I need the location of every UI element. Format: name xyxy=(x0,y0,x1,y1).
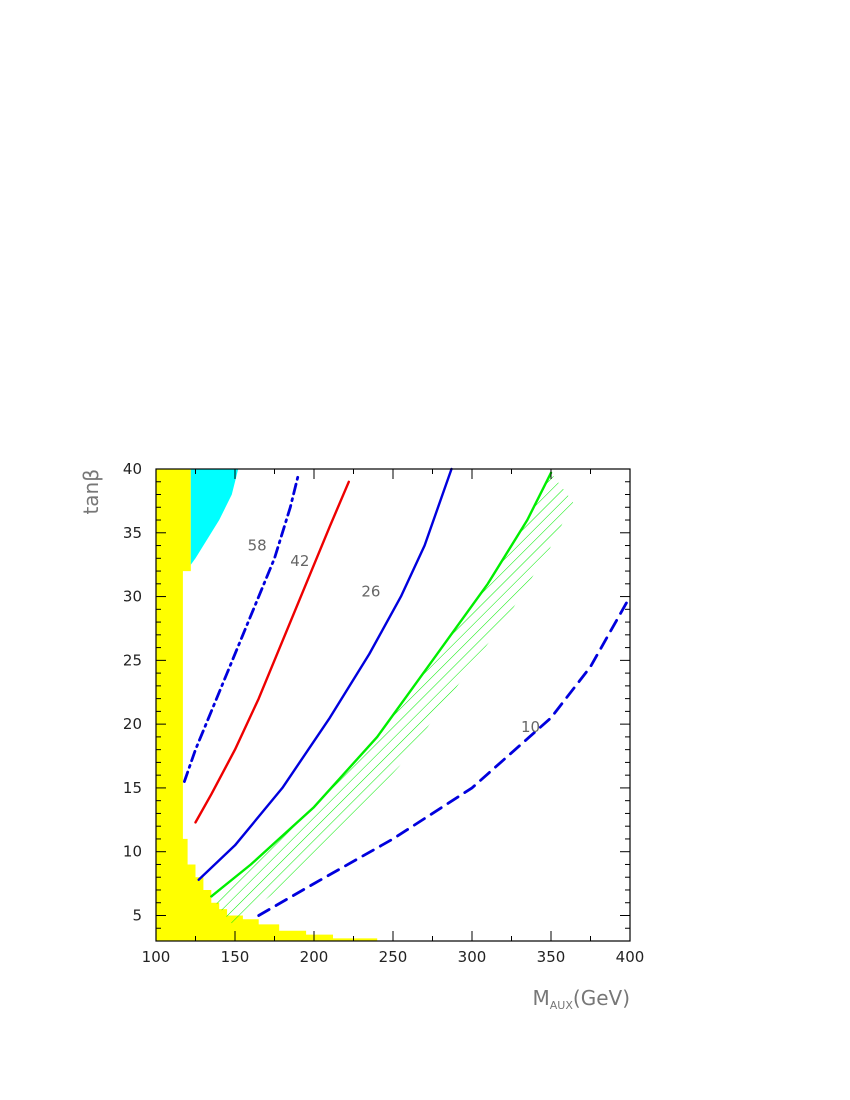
excluded-regions xyxy=(156,469,378,941)
x-axis-label-tail: (GeV) xyxy=(573,986,630,1010)
curve-label-10: 10 xyxy=(521,718,540,736)
series-3-line xyxy=(210,471,553,898)
excluded-region-1 xyxy=(190,469,239,565)
x-tick-label-300: 300 xyxy=(458,948,487,966)
x-tick-label-400: 400 xyxy=(616,948,645,966)
x-tick-label-250: 250 xyxy=(379,948,408,966)
curve-labels: 58 42 26 10 xyxy=(248,537,540,736)
curve-label-42: 42 xyxy=(290,552,309,570)
series-0-line xyxy=(182,473,300,783)
axis-ticks: 100 150 200 250 300 350 400 5 10 15 20 25 30 35 40 xyxy=(123,460,644,966)
x-axis-label: MAUX(GeV) xyxy=(533,986,630,1012)
x-tick-label-100: 100 xyxy=(142,948,171,966)
y-tick-label-25: 25 xyxy=(123,651,142,669)
x-tick-label-200: 200 xyxy=(300,948,329,966)
y-tick-label-10: 10 xyxy=(123,843,142,861)
x-axis-label-main: M xyxy=(533,986,550,1010)
series-2-line xyxy=(197,467,453,881)
series-4-line xyxy=(257,595,632,917)
excluded-region-0 xyxy=(156,469,378,941)
plot-frame xyxy=(155,468,631,942)
y-tick-label-40: 40 xyxy=(123,460,142,478)
y-tick-label-5: 5 xyxy=(132,906,142,924)
series-3-hatch xyxy=(211,472,574,926)
series-layer xyxy=(182,467,632,917)
y-tick-label-35: 35 xyxy=(123,524,142,542)
y-tick-label-20: 20 xyxy=(123,715,142,733)
x-tick-label-150: 150 xyxy=(221,948,250,966)
y-tick-label-15: 15 xyxy=(123,779,142,797)
x-axis-label-sub: AUX xyxy=(550,999,574,1012)
hatch-layer xyxy=(211,472,574,926)
curve-label-26: 26 xyxy=(361,583,380,601)
curve-label-58: 58 xyxy=(248,537,267,555)
x-tick-label-350: 350 xyxy=(537,948,566,966)
y-tick-label-30: 30 xyxy=(123,588,142,606)
series-1-line xyxy=(194,480,350,824)
y-axis-label: tanβ xyxy=(79,469,103,515)
